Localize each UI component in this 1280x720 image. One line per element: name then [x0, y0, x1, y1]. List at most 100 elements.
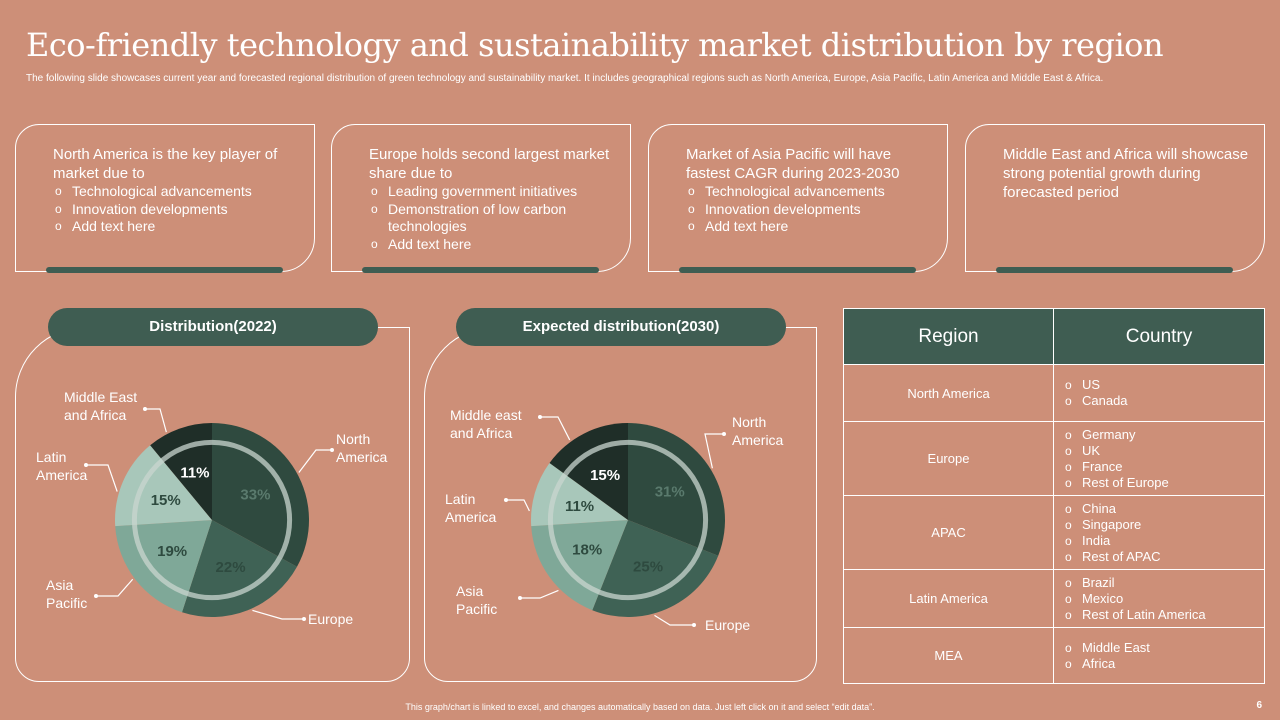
chart-title-2022: Distribution(2022)	[48, 308, 378, 346]
card-bullet: Demonstration of low carbon technologies	[369, 201, 619, 236]
leader-line	[298, 449, 332, 473]
leader-dot	[692, 623, 696, 627]
card-accent-bar	[996, 267, 1233, 273]
pie-category-label: Europe	[308, 611, 353, 627]
table-cell-countries: Brazil Mexico Rest of Latin America	[1053, 569, 1265, 628]
pie-category-label: Middle east and Africa	[450, 407, 522, 441]
pie-slice-latin-america[interactable]	[115, 445, 212, 527]
info-card-north-america: North America is the key player of marke…	[15, 124, 315, 273]
pie-slice-europe[interactable]	[182, 520, 298, 617]
table-cell-countries: Germany UK France Rest of Europe	[1053, 421, 1265, 496]
card-bullet-list: Leading government initiatives Demonstra…	[369, 183, 619, 253]
pie-value-label: 22%	[216, 559, 246, 576]
pie-value-label: 11%	[180, 465, 209, 482]
leader-dot	[722, 432, 726, 436]
pie-value-label: 15%	[590, 467, 620, 484]
table-header-region: Region	[843, 308, 1054, 365]
table-cell-region: Latin America	[843, 569, 1054, 628]
country-item: US	[1064, 377, 1264, 393]
leader-dot	[94, 594, 98, 598]
decorative-ring	[131, 439, 293, 601]
country-item: Canada	[1064, 393, 1264, 409]
table-header-country: Country	[1053, 308, 1265, 365]
pie-category-label: Europe	[705, 617, 750, 633]
leader-dot	[84, 463, 88, 467]
pie-category-label: Asia Pacific	[456, 583, 497, 617]
pie-category-label: Middle East and Africa	[64, 389, 137, 423]
pie-value-label: 19%	[157, 543, 187, 560]
leader-line	[520, 589, 559, 599]
chart-title-2030: Expected distribution(2030)	[456, 308, 786, 346]
leader-line	[540, 416, 571, 441]
leader-line	[252, 609, 304, 620]
leader-dot	[143, 407, 147, 411]
pie-value-label: 25%	[633, 558, 663, 575]
table-cell-region: MEA	[843, 627, 1054, 684]
card-heading: Middle East and Africa will showcase str…	[1003, 146, 1249, 201]
leader-line	[145, 408, 167, 433]
card-accent-bar	[46, 267, 283, 273]
table-cell-countries: China Singapore India Rest of APAC	[1053, 495, 1265, 570]
country-item: Brazil	[1064, 575, 1264, 591]
card-heading: North America is the key player of marke…	[53, 146, 278, 182]
country-item: Singapore	[1064, 517, 1264, 533]
page-number: 6	[1256, 700, 1262, 711]
pie-value-label: 18%	[572, 542, 602, 559]
leader-line	[506, 499, 530, 512]
country-item: Mexico	[1064, 591, 1264, 607]
pie-slice-mea[interactable]	[150, 423, 212, 520]
country-item: Germany	[1064, 427, 1264, 443]
pie-category-label: Latin America	[445, 491, 497, 525]
leader-dot	[330, 448, 334, 452]
pie-slice-latin-america[interactable]	[530, 462, 628, 527]
pie-slice-north-america[interactable]	[212, 423, 309, 567]
pie-category-label: Asia Pacific	[46, 577, 87, 611]
page-subtitle: The following slide showcases current ye…	[26, 73, 1104, 84]
country-item: Middle East	[1064, 640, 1264, 656]
country-item: France	[1064, 459, 1264, 475]
table-row: North America US Canada	[843, 364, 1265, 422]
card-bullet: Add text here	[369, 236, 619, 254]
country-item: Africa	[1064, 656, 1264, 672]
card-bullet: Technological advancements	[53, 183, 303, 201]
leader-dot	[504, 498, 508, 502]
country-item: China	[1064, 501, 1264, 517]
pie-value-label: 15%	[151, 492, 181, 509]
table-row: APAC China Singapore India Rest of APAC	[843, 495, 1265, 570]
leader-line	[654, 614, 694, 626]
pie-value-label: 33%	[240, 486, 270, 503]
table-cell-region: APAC	[843, 495, 1054, 570]
country-item: Rest of APAC	[1064, 549, 1264, 565]
country-item: India	[1064, 533, 1264, 549]
card-accent-bar	[679, 267, 916, 273]
pie-value-label: 11%	[565, 498, 594, 515]
card-bullet-list: Technological advancements Innovation de…	[686, 183, 936, 236]
card-bullet: Innovation developments	[53, 201, 303, 219]
pie-slice-europe[interactable]	[592, 520, 719, 617]
info-card-europe: Europe holds second largest market share…	[331, 124, 631, 273]
region-country-table: Region Country North America US Canada E…	[843, 308, 1265, 684]
table-cell-region: North America	[843, 364, 1054, 422]
leader-line	[86, 464, 118, 492]
country-item: UK	[1064, 443, 1264, 459]
country-item: Rest of Europe	[1064, 475, 1264, 491]
card-bullet: Add text here	[686, 218, 936, 236]
pie-slice-north-america[interactable]	[628, 423, 725, 556]
card-bullet: Add text here	[53, 218, 303, 236]
info-card-asia-pacific: Market of Asia Pacific will have fastest…	[648, 124, 948, 273]
info-card-mea: Middle East and Africa will showcase str…	[965, 124, 1265, 273]
table-row: Latin America Brazil Mexico Rest of Lati…	[843, 569, 1265, 628]
card-accent-bar	[362, 267, 599, 273]
leader-dot	[518, 596, 522, 600]
table-row: Europe Germany UK France Rest of Europe	[843, 421, 1265, 496]
table-cell-countries: US Canada	[1053, 364, 1265, 422]
card-bullet: Leading government initiatives	[369, 183, 619, 201]
leader-dot	[302, 617, 306, 621]
table-row: MEA Middle East Africa	[843, 627, 1265, 684]
card-bullet: Innovation developments	[686, 201, 936, 219]
card-bullet: Technological advancements	[686, 183, 936, 201]
page-title: Eco-friendly technology and sustainabili…	[26, 26, 1164, 64]
pie-value-label: 31%	[655, 484, 685, 501]
